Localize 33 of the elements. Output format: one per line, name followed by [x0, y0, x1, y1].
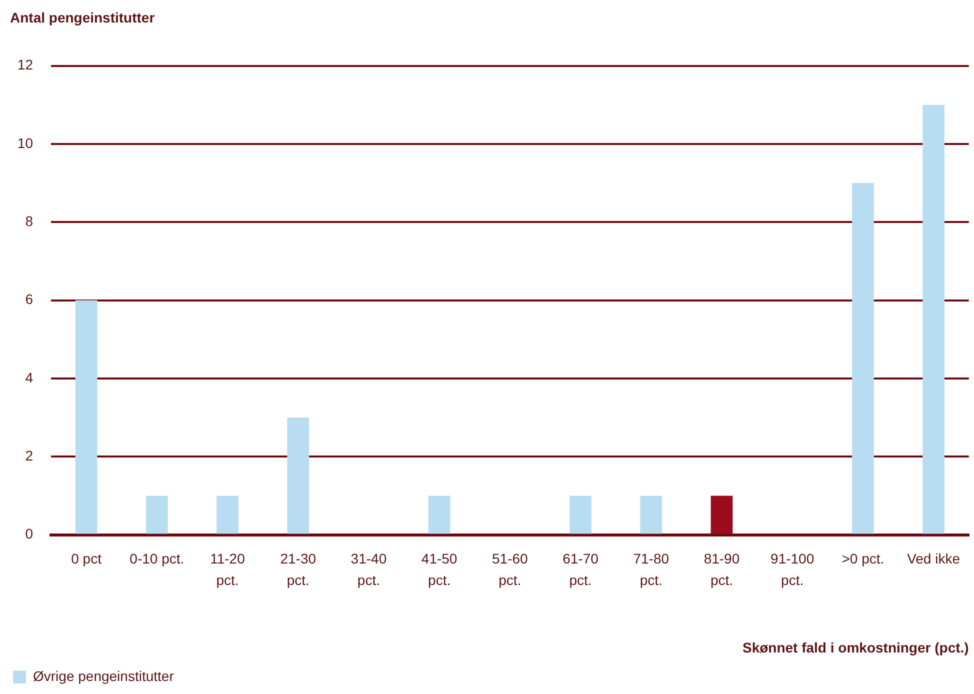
x-tick-label: 91-100 pct. [770, 550, 814, 588]
x-tick-label: 31-40 pct. [350, 550, 387, 588]
bar [75, 300, 98, 534]
bar [570, 496, 592, 534]
bar [640, 496, 662, 534]
bar [710, 496, 733, 534]
x-axis-title: Skønnet fald i omkostninger (pct.) [742, 639, 969, 656]
bar [287, 418, 310, 534]
x-tick-label: 71-80 pct. [633, 550, 670, 588]
legend-label: Øvrige pengeinstitutter [33, 668, 174, 684]
y-tick-label: 12 [17, 56, 34, 73]
bar [216, 496, 238, 534]
x-tick-label: 61-70 pct. [562, 550, 599, 588]
bar [922, 104, 944, 534]
y-tick-label: 4 [25, 369, 34, 386]
y-tick-label: 8 [25, 212, 34, 229]
x-tick-label: 0 pct [71, 550, 102, 567]
bar [146, 496, 168, 534]
x-tick-label: 51-60 pct. [492, 550, 528, 588]
x-tick-label: 81-90 pct. [704, 550, 740, 588]
x-tick-label: >0 pct. [842, 550, 884, 567]
x-tick-label: 0-10 pct. [130, 550, 184, 567]
x-tick-label: 11-20 pct. [210, 550, 246, 588]
x-tick-label: 41-50 pct. [421, 550, 458, 588]
y-tick-label: 6 [25, 291, 34, 308]
x-tick-label: Ved ikke [907, 550, 960, 567]
bar [428, 496, 450, 534]
y-tick-label: 10 [17, 134, 34, 151]
x-tick-label: 21-30 pct. [280, 550, 316, 588]
y-tick-label: 2 [25, 447, 34, 464]
y-tick-label: 0 [25, 526, 34, 542]
y-axis-title: Antal pengeinstitutter [10, 9, 156, 26]
bar [852, 183, 874, 534]
